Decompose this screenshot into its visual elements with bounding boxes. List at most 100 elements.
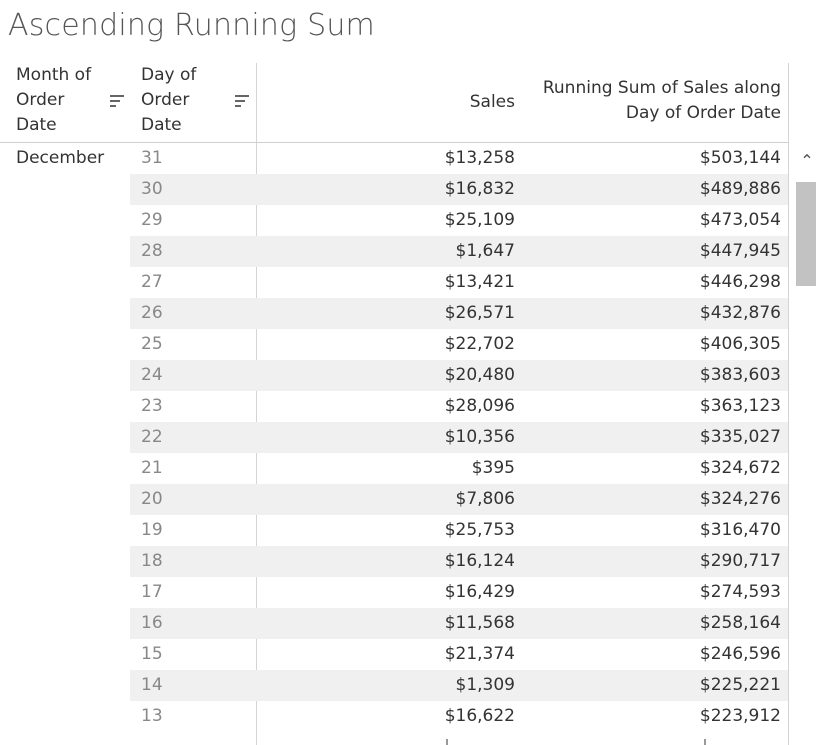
column-divider-day	[256, 63, 257, 745]
table-row[interactable]: 21 $395 $324,672	[130, 453, 788, 484]
day-cell: 26	[141, 303, 163, 323]
partial-row-stub	[704, 739, 706, 745]
running-sum-cell: $246,596	[699, 644, 781, 664]
sales-cell: $10,356	[444, 427, 515, 447]
header-month-line1: Month of	[16, 65, 92, 85]
running-sum-cell: $473,054	[699, 210, 781, 230]
table-row[interactable]: 16 $11,568 $258,164	[130, 608, 788, 639]
running-sum-cell: $223,912	[699, 706, 781, 726]
day-cell: 28	[141, 241, 163, 261]
table-row[interactable]: 30 $16,832 $489,886	[130, 174, 788, 205]
day-cell: 17	[141, 582, 163, 602]
day-cell: 29	[141, 210, 163, 230]
day-cell: 13	[141, 706, 163, 726]
day-cell: 24	[141, 365, 163, 385]
table-row[interactable]: 15 $21,374 $246,596	[130, 639, 788, 670]
sales-cell: $16,124	[444, 551, 515, 571]
running-sum-cell: $258,164	[699, 613, 781, 633]
table-row[interactable]: 23 $28,096 $363,123	[130, 391, 788, 422]
day-cell: 23	[141, 396, 163, 416]
running-sum-cell: $363,123	[699, 396, 781, 416]
sales-cell: $11,568	[444, 613, 515, 633]
day-cell: 25	[141, 334, 163, 354]
table-row[interactable]: 19 $25,753 $316,470	[130, 515, 788, 546]
column-divider-right	[788, 63, 789, 745]
running-sum-cell: $225,221	[699, 675, 781, 695]
vertical-scrollbar[interactable]: ⌃	[794, 146, 820, 745]
running-sum-cell: $447,945	[699, 241, 781, 261]
day-cell: 16	[141, 613, 163, 633]
table-row[interactable]: 31 $13,258 $503,144	[130, 143, 788, 174]
sales-cell: $13,258	[444, 148, 515, 168]
running-sum-cell: $324,672	[699, 458, 781, 478]
day-cell: 31	[141, 148, 163, 168]
header-running-sum-line2: Day of Order Date	[625, 103, 781, 123]
day-cell: 21	[141, 458, 163, 478]
table-row[interactable]: 13 $16,622 $223,912	[130, 701, 788, 732]
day-cell: 27	[141, 272, 163, 292]
table-row[interactable]: 22 $10,356 $335,027	[130, 422, 788, 453]
sort-month-icon[interactable]	[110, 95, 124, 107]
sales-cell: $25,109	[444, 210, 515, 230]
table-row[interactable]: 14 $1,309 $225,221	[130, 670, 788, 701]
table-row[interactable]: 18 $16,124 $290,717	[130, 546, 788, 577]
sales-cell: $16,429	[444, 582, 515, 602]
header-day-line2: Order	[141, 90, 190, 110]
table-row[interactable]: 20 $7,806 $324,276	[130, 484, 788, 515]
chevron-up-icon[interactable]: ⌃	[800, 151, 814, 170]
table-row[interactable]: 24 $20,480 $383,603	[130, 360, 788, 391]
running-sum-cell: $290,717	[699, 551, 781, 571]
day-cell: 20	[141, 489, 163, 509]
sales-cell: $26,571	[444, 303, 515, 323]
running-sum-cell: $446,298	[699, 272, 781, 292]
table-row[interactable]: 25 $22,702 $406,305	[130, 329, 788, 360]
header-sales[interactable]: Sales	[469, 92, 515, 112]
running-sum-cell: $335,027	[699, 427, 781, 447]
running-sum-cell: $489,886	[699, 179, 781, 199]
day-cell: 14	[141, 675, 163, 695]
sales-cell: $16,622	[444, 706, 515, 726]
sales-cell: $1,647	[455, 241, 515, 261]
header-day[interactable]: Day of Order Date	[141, 63, 196, 138]
running-sum-cell: $316,470	[699, 520, 781, 540]
sales-cell: $28,096	[444, 396, 515, 416]
table-row[interactable]: 29 $25,109 $473,054	[130, 205, 788, 236]
running-sum-cell: $432,876	[699, 303, 781, 323]
sort-day-icon[interactable]	[235, 95, 249, 107]
sales-cell: $16,832	[444, 179, 515, 199]
sales-cell: $13,421	[444, 272, 515, 292]
header-running-sum-line1: Running Sum of Sales along	[542, 78, 781, 98]
day-cell: 30	[141, 179, 163, 199]
partial-row-stub	[446, 739, 448, 745]
header-month-line3: Date	[16, 115, 57, 135]
day-cell: 18	[141, 551, 163, 571]
scroll-thumb[interactable]	[796, 182, 816, 286]
day-cell: 19	[141, 520, 163, 540]
sales-cell: $1,309	[455, 675, 515, 695]
sales-cell: $20,480	[444, 365, 515, 385]
running-sum-cell: $324,276	[699, 489, 781, 509]
header-running-sum[interactable]: Running Sum of Sales along Day of Order …	[543, 76, 781, 126]
header-month-line2: Order	[16, 90, 65, 110]
header-month[interactable]: Month of Order Date	[16, 63, 91, 138]
month-label: December	[16, 148, 105, 168]
sales-cell: $21,374	[444, 644, 515, 664]
header-day-line3: Date	[141, 115, 182, 135]
day-cell: 22	[141, 427, 163, 447]
running-sum-cell: $383,603	[699, 365, 781, 385]
header-day-line1: Day of	[141, 65, 197, 85]
running-sum-cell: $503,144	[699, 148, 781, 168]
running-sum-cell: $274,593	[699, 582, 781, 602]
sales-cell: $25,753	[444, 520, 515, 540]
sales-cell: $22,702	[444, 334, 515, 354]
table-row[interactable]: 26 $26,571 $432,876	[130, 298, 788, 329]
table-row[interactable]: 27 $13,421 $446,298	[130, 267, 788, 298]
sales-cell: $395	[471, 458, 515, 478]
running-sum-cell: $406,305	[699, 334, 781, 354]
sales-cell: $7,806	[455, 489, 515, 509]
worksheet-title: Ascending Running Sum	[8, 8, 375, 43]
header-divider	[0, 142, 789, 143]
table-row[interactable]: 28 $1,647 $447,945	[130, 236, 788, 267]
table-row[interactable]: 17 $16,429 $274,593	[130, 577, 788, 608]
table-body: 31 $13,258 $503,144 30 $16,832 $489,886 29 $2…	[130, 143, 788, 732]
